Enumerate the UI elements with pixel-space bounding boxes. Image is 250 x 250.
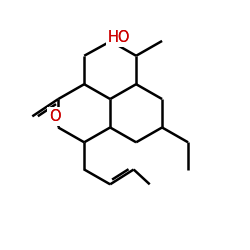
- Text: O: O: [49, 109, 60, 124]
- Text: HO: HO: [108, 30, 130, 45]
- Text: HO: HO: [108, 30, 130, 45]
- Text: O: O: [49, 109, 60, 124]
- Text: O: O: [49, 109, 60, 124]
- Text: HO: HO: [108, 30, 130, 45]
